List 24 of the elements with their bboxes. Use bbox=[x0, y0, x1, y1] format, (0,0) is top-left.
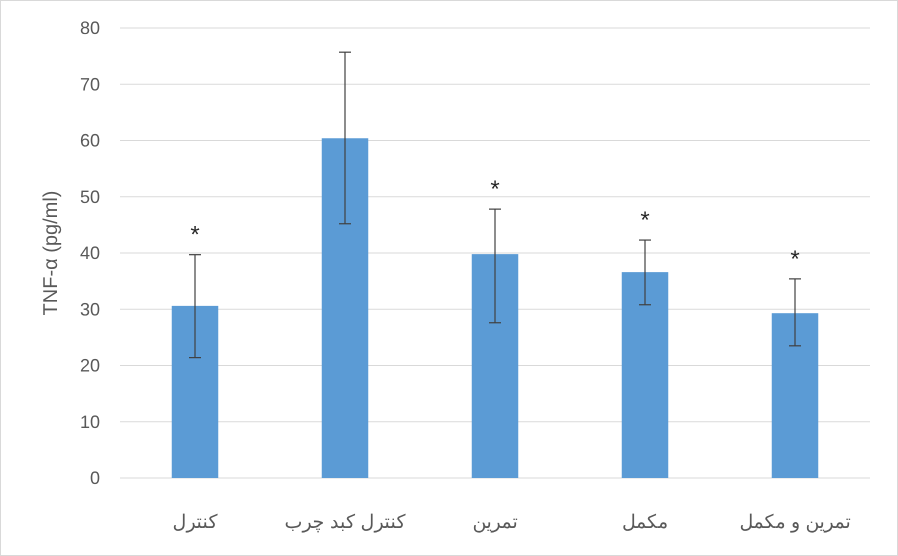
bar bbox=[472, 254, 518, 478]
y-tick-label: 10 bbox=[80, 412, 100, 432]
y-tick-label: 40 bbox=[80, 243, 100, 263]
bar bbox=[172, 306, 218, 478]
x-tick-label: تمرین bbox=[472, 512, 518, 533]
y-axis-title: TNF-α (pg/ml) bbox=[40, 190, 62, 316]
data-label: * bbox=[490, 176, 500, 204]
x-tick-label: کنترل bbox=[172, 512, 218, 533]
y-tick-label: 50 bbox=[80, 186, 100, 207]
data-label: * bbox=[190, 222, 200, 249]
bar bbox=[622, 272, 668, 478]
bar bbox=[322, 138, 368, 478]
data-label: * bbox=[790, 246, 800, 273]
y-tick-label: 0 bbox=[90, 468, 100, 488]
data-label: * bbox=[640, 207, 650, 234]
x-tick-label: تمرین و مکمل bbox=[740, 512, 850, 533]
y-tick-label: 20 bbox=[80, 356, 100, 376]
x-tick-label: مکمل bbox=[622, 512, 668, 533]
y-tick-label: 70 bbox=[80, 74, 100, 94]
y-tick-label: 30 bbox=[80, 299, 100, 320]
bar bbox=[772, 313, 818, 478]
y-tick-label: 60 bbox=[80, 130, 100, 150]
y-tick-label: 80 bbox=[80, 18, 100, 38]
x-tick-label: کنترل کبد چرب bbox=[284, 512, 406, 533]
